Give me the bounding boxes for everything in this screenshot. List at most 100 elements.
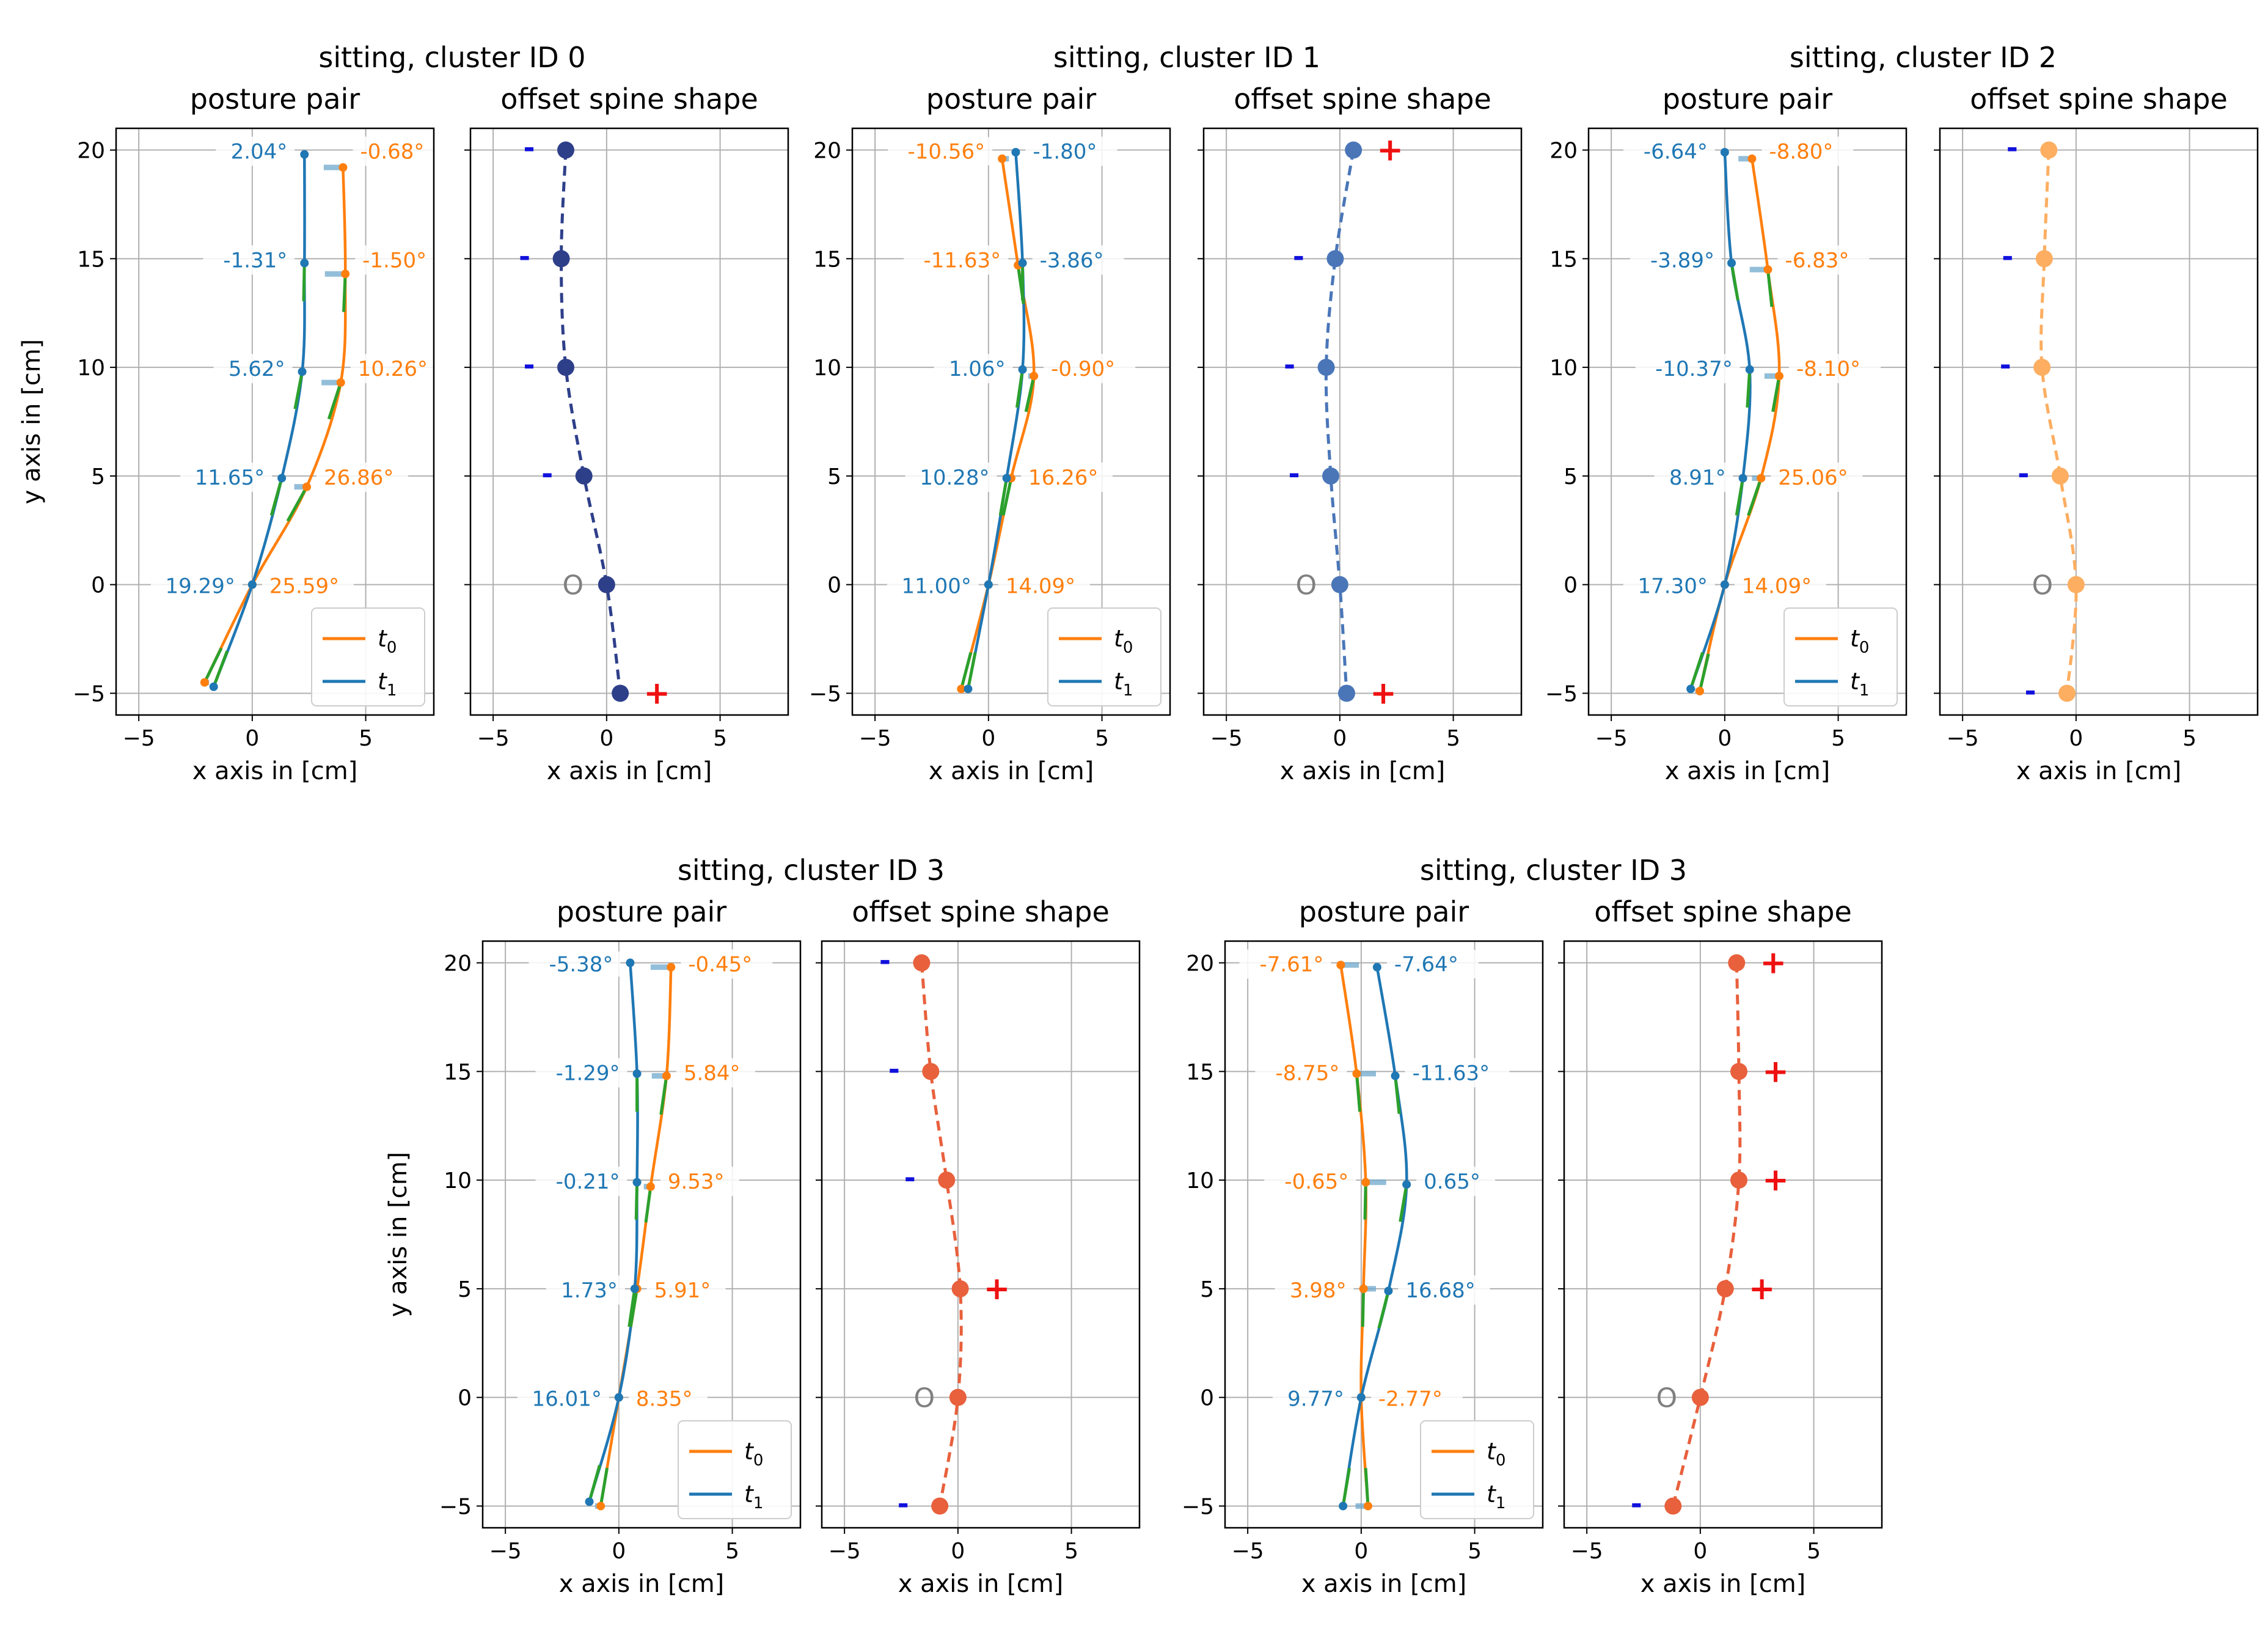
shape-xtick-label: 5 bbox=[1446, 726, 1460, 751]
pair-ytick-label: 0 bbox=[827, 573, 841, 598]
t0-angle-label-bg bbox=[660, 1167, 739, 1197]
segment-mark bbox=[1766, 269, 1774, 307]
minus-marker: - bbox=[1631, 1487, 1642, 1520]
shape-xtick-label: −5 bbox=[1210, 726, 1243, 751]
pair-xtick-label: 0 bbox=[1354, 1539, 1368, 1564]
segment-mark bbox=[1355, 1073, 1362, 1112]
shape-frame bbox=[469, 127, 789, 716]
t0-point bbox=[1361, 1178, 1370, 1187]
t0-point bbox=[646, 1182, 655, 1191]
offset-spine-line bbox=[2039, 150, 2078, 694]
pair-ytick-label: −5 bbox=[1182, 1494, 1214, 1519]
t0-angle-label-bg bbox=[676, 1058, 755, 1088]
segment-mark bbox=[966, 652, 977, 689]
t0-point bbox=[1696, 686, 1704, 695]
t0-angle-label: 14.09° bbox=[1742, 574, 1812, 599]
pair-ytick-label: 15 bbox=[1186, 1060, 1214, 1085]
t0-point bbox=[1364, 1502, 1372, 1511]
segment-mark bbox=[212, 650, 229, 688]
t1-angle-label: -7.64° bbox=[1394, 953, 1458, 977]
t0-angle-label: -2.77° bbox=[1378, 1387, 1443, 1412]
t0-angle-label-bg bbox=[1771, 462, 1863, 492]
t0-angle-label: -0.90° bbox=[1051, 357, 1115, 381]
offset-spine-point bbox=[2040, 141, 2058, 159]
shape-xtick-label: 0 bbox=[2069, 726, 2083, 751]
shape-xtick-label: −5 bbox=[1947, 726, 1979, 751]
t1-angle-label: 8.91° bbox=[1669, 466, 1726, 490]
t1-point bbox=[209, 682, 218, 691]
t0-point bbox=[341, 270, 350, 279]
segment-mark bbox=[599, 1467, 609, 1506]
t0-point bbox=[596, 1502, 605, 1511]
t0-angle-label: -10.56° bbox=[908, 140, 986, 164]
t1-angle-label-bg bbox=[1654, 462, 1733, 492]
t1-angle-label: -1.31° bbox=[223, 248, 287, 273]
pair-xtick-label: 0 bbox=[1717, 726, 1732, 751]
t0-point bbox=[1757, 474, 1766, 483]
pair-ytick-label: 10 bbox=[1549, 356, 1578, 381]
t1-angle-label: 5.62° bbox=[229, 357, 285, 381]
offset-spine-point bbox=[612, 684, 629, 702]
pair-ytick-label: 20 bbox=[77, 139, 105, 164]
pair-xlabel: x axis in [cm] bbox=[192, 757, 358, 785]
pair-ytick-label: −5 bbox=[1545, 681, 1578, 706]
offset-spine-point bbox=[1326, 250, 1344, 268]
pair-ytick-label: 5 bbox=[827, 464, 841, 490]
t1-angle-label: -1.29° bbox=[556, 1061, 620, 1085]
pair-xtick-label: −5 bbox=[1232, 1539, 1264, 1564]
origin-marker: O bbox=[914, 1383, 935, 1414]
t0-point bbox=[1763, 265, 1772, 274]
t0-angle-label: 9.53° bbox=[668, 1170, 725, 1194]
pair-ytick-label: −5 bbox=[809, 681, 841, 706]
segment-mark bbox=[1363, 1182, 1367, 1220]
shape-subtitle: offset spine shape bbox=[1970, 82, 2228, 116]
pair-ytick-label: 15 bbox=[77, 247, 105, 272]
pair-ytick-label: 20 bbox=[813, 139, 841, 164]
minus-marker: - bbox=[523, 348, 535, 381]
cluster-title: sitting, cluster ID 1 bbox=[1053, 41, 1320, 74]
pair-ytick-label: 5 bbox=[1200, 1277, 1214, 1302]
segment-mark bbox=[1364, 1468, 1370, 1506]
offset-spine-line bbox=[920, 963, 963, 1506]
segment-mark bbox=[1698, 653, 1710, 692]
origin-marker: O bbox=[1296, 570, 1317, 601]
pair-xlabel: x axis in [cm] bbox=[929, 757, 1094, 785]
t1-angle-label-bg bbox=[535, 1058, 627, 1088]
t1-angle-label-bg bbox=[517, 1384, 609, 1414]
shape-subtitle: offset spine shape bbox=[500, 82, 758, 116]
segment-mark bbox=[1735, 478, 1745, 516]
pair-frame bbox=[1224, 940, 1544, 1529]
offset-spine-point bbox=[1730, 1172, 1747, 1189]
t1-angle-label-bg bbox=[887, 571, 979, 601]
t0-series-line bbox=[1698, 158, 1781, 692]
t1-angle-label: 19.29° bbox=[166, 574, 235, 599]
segment-mark bbox=[203, 647, 223, 683]
shape-frame bbox=[821, 940, 1141, 1529]
t1-point bbox=[632, 1178, 642, 1187]
t0-angle-label-bg bbox=[628, 1384, 708, 1414]
t0-angle-label-bg bbox=[1021, 462, 1113, 492]
minus-marker: - bbox=[2006, 131, 2018, 164]
pair-subtitle: posture pair bbox=[926, 82, 1096, 116]
t0-angle-label-bg bbox=[904, 245, 1009, 275]
pair-frame bbox=[481, 940, 802, 1529]
minus-marker: - bbox=[879, 944, 891, 977]
origin-marker: O bbox=[2032, 570, 2054, 601]
cluster-panel-3: sitting, cluster ID 3 posture pair offset … bbox=[384, 854, 1141, 1598]
legend-label-t0: t0 bbox=[1850, 625, 1869, 657]
shape-subtitle: offset spine shape bbox=[1234, 82, 1491, 116]
t0-point bbox=[998, 154, 1007, 163]
segment-mark bbox=[293, 371, 304, 409]
t0-angle-label-bg bbox=[888, 136, 993, 166]
offset-spine-point bbox=[922, 1063, 940, 1080]
t1-angle-label: 11.00° bbox=[902, 574, 971, 599]
t1-point bbox=[1002, 474, 1011, 483]
t1-point bbox=[630, 1284, 639, 1293]
pair-xtick-label: 5 bbox=[1831, 726, 1845, 751]
t1-angle-label: -3.86° bbox=[1040, 248, 1104, 273]
t1-angle-label: -5.38° bbox=[549, 953, 613, 977]
t0-angle-label: -8.80° bbox=[1769, 140, 1833, 164]
offset-spine-point bbox=[2067, 576, 2085, 593]
minus-marker: - bbox=[541, 457, 553, 490]
cluster-title: sitting, cluster ID 0 bbox=[318, 41, 585, 74]
